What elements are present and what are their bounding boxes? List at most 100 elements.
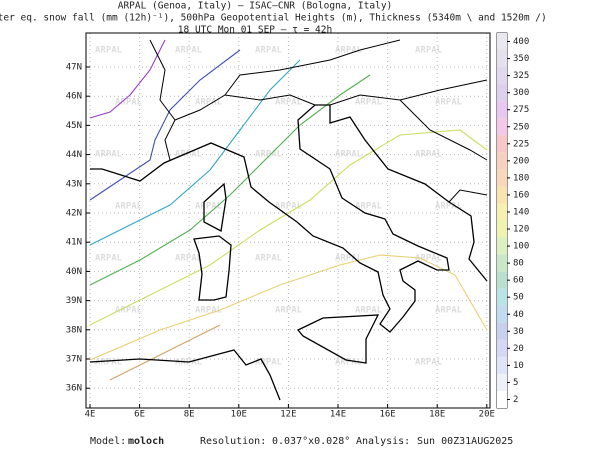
footer-label: Analysis: <box>356 436 410 447</box>
watermarks: ARPAL ARPAL ARPAL ARPAL ARPAL ARPAL ARPAL ARPAL… <box>86 33 490 408</box>
colorbar-cell <box>497 254 507 272</box>
colorbar-label: 180 <box>513 173 529 183</box>
colorbar-cell <box>497 135 507 153</box>
colorbar-label: 100 <box>513 242 529 252</box>
coastline <box>203 182 227 233</box>
lat-label: 43N <box>66 179 82 189</box>
lat-label: 40N <box>66 267 82 277</box>
colorbar-label: 250 <box>513 122 529 132</box>
watermark: ARPAL <box>195 98 223 108</box>
colorbar-label: 225 <box>513 139 529 149</box>
colorbar-cell <box>497 152 507 170</box>
lon-label: 10E <box>231 410 247 420</box>
colorbar-label: 140 <box>513 207 529 217</box>
colorbar-label: 80 <box>513 259 524 269</box>
colorbar-label: 5 <box>513 378 518 388</box>
colorbar-label: 30 <box>513 327 524 337</box>
watermark: ARPAL <box>435 306 463 316</box>
watermark: ARPAL <box>95 46 123 56</box>
lat-label: 37N <box>66 355 82 365</box>
watermark: ARPAL <box>255 150 283 160</box>
colorbar-label: 120 <box>513 225 529 235</box>
contour <box>89 129 488 326</box>
lon-label: 12E <box>280 410 296 420</box>
colorbar-label: 200 <box>513 156 529 166</box>
lon-label: 18E <box>429 410 445 420</box>
colorbar-cell <box>497 50 507 68</box>
colorbar-cell <box>497 203 507 221</box>
coastline <box>296 314 380 364</box>
contour <box>89 39 166 119</box>
coastline <box>193 235 232 301</box>
lon-label: 8E <box>184 410 195 420</box>
lon-label: 4E <box>85 410 96 420</box>
watermark: ARPAL <box>175 254 203 264</box>
lat-label: 46N <box>66 92 82 102</box>
watermark: ARPAL <box>355 98 383 108</box>
colorbar-cell <box>497 101 507 119</box>
lon-label: 6E <box>134 410 145 420</box>
colorbar-cell <box>497 373 507 391</box>
colorbar-cell <box>497 390 507 408</box>
watermark: ARPAL <box>355 202 383 212</box>
colorbar-label: 50 <box>513 293 524 303</box>
colorbar-cell <box>497 220 507 238</box>
watermark: ARPAL <box>95 150 123 160</box>
coastline <box>89 349 281 401</box>
colorbar-cell <box>497 67 507 85</box>
lat-label: 36N <box>66 384 82 394</box>
colorbar-label: 300 <box>513 88 529 98</box>
contour <box>109 324 221 381</box>
footer-label: Model: <box>90 436 126 447</box>
contour <box>89 74 371 286</box>
watermark: ARPAL <box>275 306 303 316</box>
lon-label: 16E <box>379 410 395 420</box>
watermark: ARPAL <box>195 306 223 316</box>
footer-value: Sun 00Z31AUG2025 <box>417 436 513 447</box>
colorbar-cell <box>497 33 507 51</box>
watermark: ARPAL <box>335 358 363 368</box>
watermark: ARPAL <box>115 202 143 212</box>
lat-label: 39N <box>66 296 82 306</box>
colorbar-label: 60 <box>513 276 524 286</box>
lon-label: 14E <box>330 410 346 420</box>
watermark: ARPAL <box>435 202 463 212</box>
watermark: ARPAL <box>115 98 143 108</box>
watermark: ARPAL <box>415 46 443 56</box>
colorbar-label: 275 <box>513 105 529 115</box>
header-line: 18 UTC Mon 01 SEP – τ = 42h <box>178 25 332 36</box>
watermark: ARPAL <box>115 306 143 316</box>
colorbar-cell <box>497 271 507 289</box>
colorbar-label: 350 <box>513 54 529 64</box>
watermark: ARPAL <box>175 150 203 160</box>
map: ARPAL ARPAL ARPAL ARPAL ARPAL ARPAL ARPAL ARPAL… <box>85 32 491 409</box>
watermark: ARPAL <box>275 98 303 108</box>
colorbar-cell <box>497 305 507 323</box>
lat-label: 41N <box>66 238 82 248</box>
watermark: ARPAL <box>255 46 283 56</box>
colorbar-cell <box>497 356 507 374</box>
watermark: ARPAL <box>255 254 283 264</box>
colorbar-cell <box>497 186 507 204</box>
colorbar-label: 10 <box>513 361 524 371</box>
watermark: ARPAL <box>415 150 443 160</box>
watermark: ARPAL <box>255 358 283 368</box>
footer-value: 0.037°x0.028° <box>272 436 350 447</box>
watermark: ARPAL <box>335 46 363 56</box>
watermark: ARPAL <box>415 254 443 264</box>
watermark: ARPAL <box>175 46 203 56</box>
watermark: ARPAL <box>335 254 363 264</box>
colorbar-label: 400 <box>513 37 529 47</box>
border <box>149 39 488 203</box>
colorbar-cell <box>497 288 507 306</box>
footer-value: moloch <box>128 436 164 447</box>
contour <box>89 49 241 201</box>
watermark: ARPAL <box>435 98 463 108</box>
contour <box>89 59 301 246</box>
colorbar-cell <box>497 322 507 340</box>
colorbar-cell <box>497 84 507 102</box>
contour <box>89 254 488 361</box>
watermark: ARPAL <box>95 358 123 368</box>
lat-label: 42N <box>66 209 82 219</box>
